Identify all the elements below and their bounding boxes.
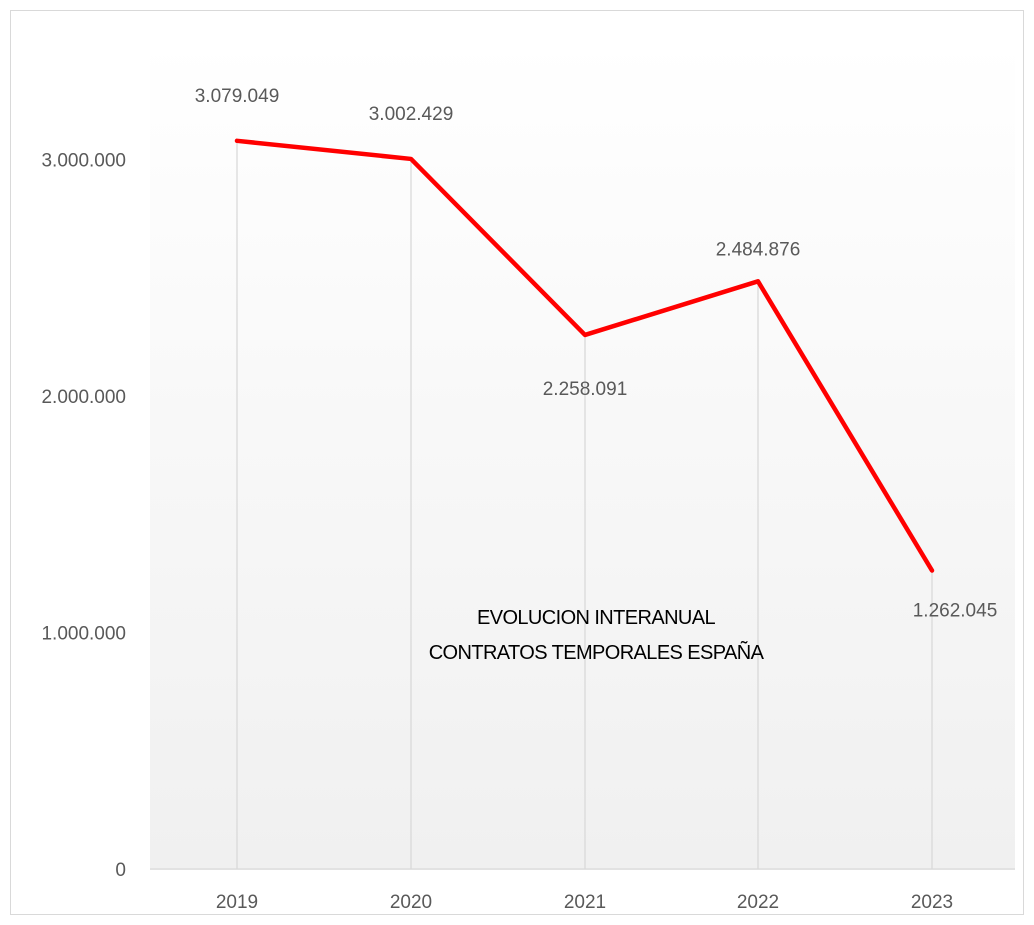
- chart-annotation: EVOLUCION INTERANUAL CONTRATOS TEMPORALE…: [429, 607, 765, 664]
- y-axis-tick-labels: 0 1.000.000 2.000.000 3.000.000: [41, 151, 126, 882]
- y-tick-label: 1.000.000: [41, 624, 126, 645]
- gridlines: [236, 140, 933, 869]
- data-label: 3.079.049: [195, 86, 280, 107]
- data-label: 1.262.045: [913, 601, 998, 622]
- x-tick-label: 2021: [564, 892, 606, 913]
- x-tick-label: 2020: [390, 892, 432, 913]
- series-layer: [234, 138, 935, 573]
- x-axis-tick-labels: 2019 2020 2021 2022 2023: [216, 892, 953, 913]
- data-labels: 3.079.049 3.002.429 2.258.091 2.484.876 1.26…: [195, 86, 998, 622]
- data-label: 2.484.876: [716, 239, 801, 260]
- annotation-line-2: CONTRATOS TEMPORALES ESPAÑA: [429, 640, 765, 664]
- x-tick-label: 2022: [737, 892, 779, 913]
- plot-area: [150, 40, 1015, 870]
- y-tick-label: 3.000.000: [41, 151, 126, 172]
- y-tick-label: 0: [115, 860, 126, 881]
- annotation-line-1: EVOLUCION INTERANUAL: [477, 607, 716, 629]
- series-line: [234, 138, 935, 573]
- y-tick-label: 2.000.000: [41, 387, 126, 408]
- data-label: 2.258.091: [543, 379, 628, 400]
- x-tick-label: 2019: [216, 892, 258, 913]
- x-tick-label: 2023: [911, 892, 953, 913]
- data-label: 3.002.429: [369, 104, 454, 125]
